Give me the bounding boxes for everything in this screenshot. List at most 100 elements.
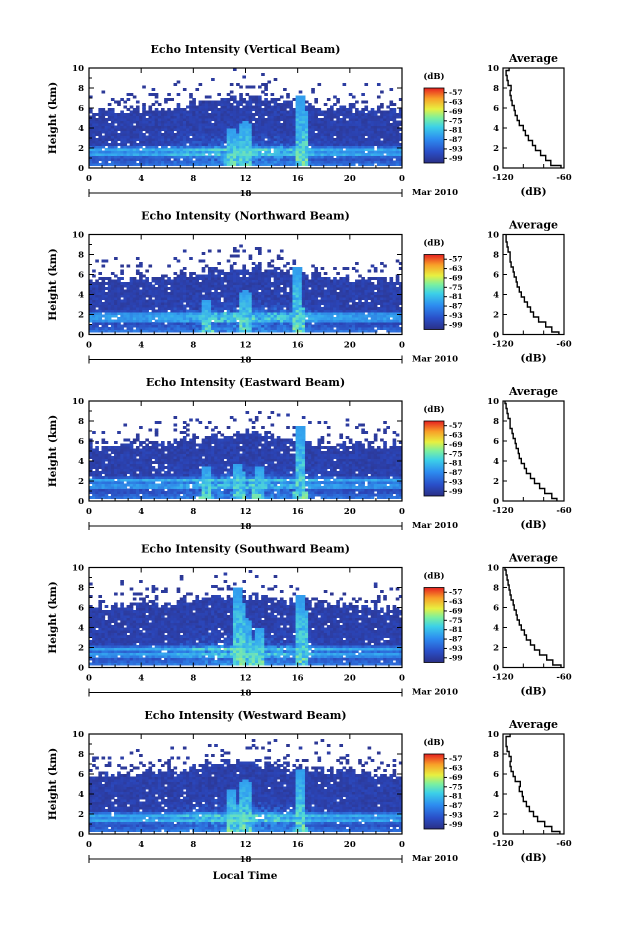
profile-y-tick-label: 4	[493, 124, 499, 134]
heat-cell	[160, 158, 165, 161]
heat-cell	[198, 160, 203, 164]
heat-cell	[283, 317, 287, 320]
heat-cell	[261, 292, 265, 295]
heat-cell	[226, 123, 231, 126]
heat-cell	[251, 317, 256, 320]
heat-cell	[389, 319, 394, 323]
heat-cell	[339, 130, 344, 134]
heat-cell	[95, 329, 99, 333]
heat-cell	[301, 287, 306, 290]
heat-cell	[286, 115, 290, 119]
heat-cell	[323, 309, 328, 313]
heat-cell	[164, 130, 168, 134]
heat-cell	[251, 307, 256, 310]
heat-cell	[223, 294, 228, 298]
heat-cell	[114, 309, 118, 313]
heat-cell	[204, 135, 209, 139]
heat-cell	[123, 125, 128, 129]
heat-cell	[358, 319, 362, 323]
heat-cell	[317, 133, 322, 136]
heat-cell	[151, 155, 156, 159]
heat-cell	[298, 155, 303, 159]
heat-cell	[367, 123, 372, 126]
heat-cell	[308, 118, 312, 121]
heat-cell	[376, 309, 381, 313]
heat-cell	[176, 314, 181, 318]
heat-cell	[95, 292, 99, 295]
heat-cell	[286, 297, 290, 300]
heat-cell	[273, 153, 278, 156]
heat-cell	[314, 307, 318, 310]
heat-cell	[192, 98, 196, 101]
heat-cell	[358, 304, 362, 308]
heat-cell	[273, 103, 278, 106]
heat-cell	[139, 135, 143, 139]
heat-cell	[304, 282, 309, 285]
heat-cell	[170, 304, 175, 308]
heat-cell	[258, 120, 262, 124]
heat-cell	[317, 128, 322, 131]
heat-cell	[226, 155, 231, 159]
heat-cell	[170, 133, 175, 136]
heat-cell	[389, 138, 394, 141]
heat-cell	[89, 155, 93, 159]
heat-cell	[217, 100, 221, 104]
heat-cell	[398, 292, 403, 295]
heat-cell	[229, 269, 234, 273]
heat-cell	[176, 329, 181, 333]
heat-cell	[214, 123, 218, 126]
heat-cell	[314, 140, 318, 144]
heat-cell	[323, 279, 328, 283]
heat-cell	[345, 297, 350, 300]
heat-cell	[101, 140, 106, 144]
heat-cell	[104, 120, 109, 124]
heat-cell	[173, 314, 178, 318]
heat-cell	[236, 269, 240, 273]
heat-cell	[126, 150, 131, 154]
heat-cell	[270, 274, 275, 278]
heat-cell	[351, 299, 356, 303]
heat-cell	[220, 302, 225, 305]
heat-cell	[101, 150, 106, 154]
heat-cell	[167, 93, 171, 96]
heat-cell	[383, 148, 387, 151]
heat-cell	[333, 279, 337, 283]
heat-cell	[298, 302, 303, 305]
heat-cell	[283, 155, 287, 159]
heat-cell	[389, 314, 394, 318]
heat-cell	[98, 133, 103, 136]
heat-cell	[207, 140, 212, 144]
heat-cell	[179, 138, 184, 141]
heat-cell	[301, 153, 306, 156]
heat-cell	[279, 307, 284, 310]
heat-cell	[295, 160, 300, 164]
heat-cell	[355, 279, 359, 283]
heat-cell	[367, 322, 372, 325]
heat-cell	[114, 302, 118, 305]
heat-cell	[107, 125, 112, 129]
heat-cell	[236, 110, 240, 114]
heat-cell	[164, 113, 168, 116]
heat-cell	[326, 128, 331, 131]
heat-cell	[207, 307, 212, 310]
heat-cell	[195, 145, 200, 149]
heat-cell	[182, 110, 187, 114]
heat-cell	[179, 118, 184, 121]
heat-cell	[239, 327, 243, 330]
heat-cell	[348, 130, 353, 134]
heat-cell	[173, 302, 178, 305]
heat-cell	[92, 130, 96, 134]
heat-cell	[129, 118, 134, 121]
heat-cell	[398, 262, 403, 265]
heat-cell	[126, 289, 131, 293]
heat-cell	[95, 143, 99, 146]
heat-cell	[267, 133, 272, 136]
heat-cell	[248, 108, 253, 111]
heat-cell	[148, 125, 153, 129]
heat-cell	[389, 123, 394, 126]
heat-cell	[398, 312, 403, 315]
heat-cell	[214, 284, 218, 288]
heat-cell	[292, 297, 297, 300]
heat-cell	[286, 302, 290, 305]
heat-cell	[226, 284, 231, 288]
